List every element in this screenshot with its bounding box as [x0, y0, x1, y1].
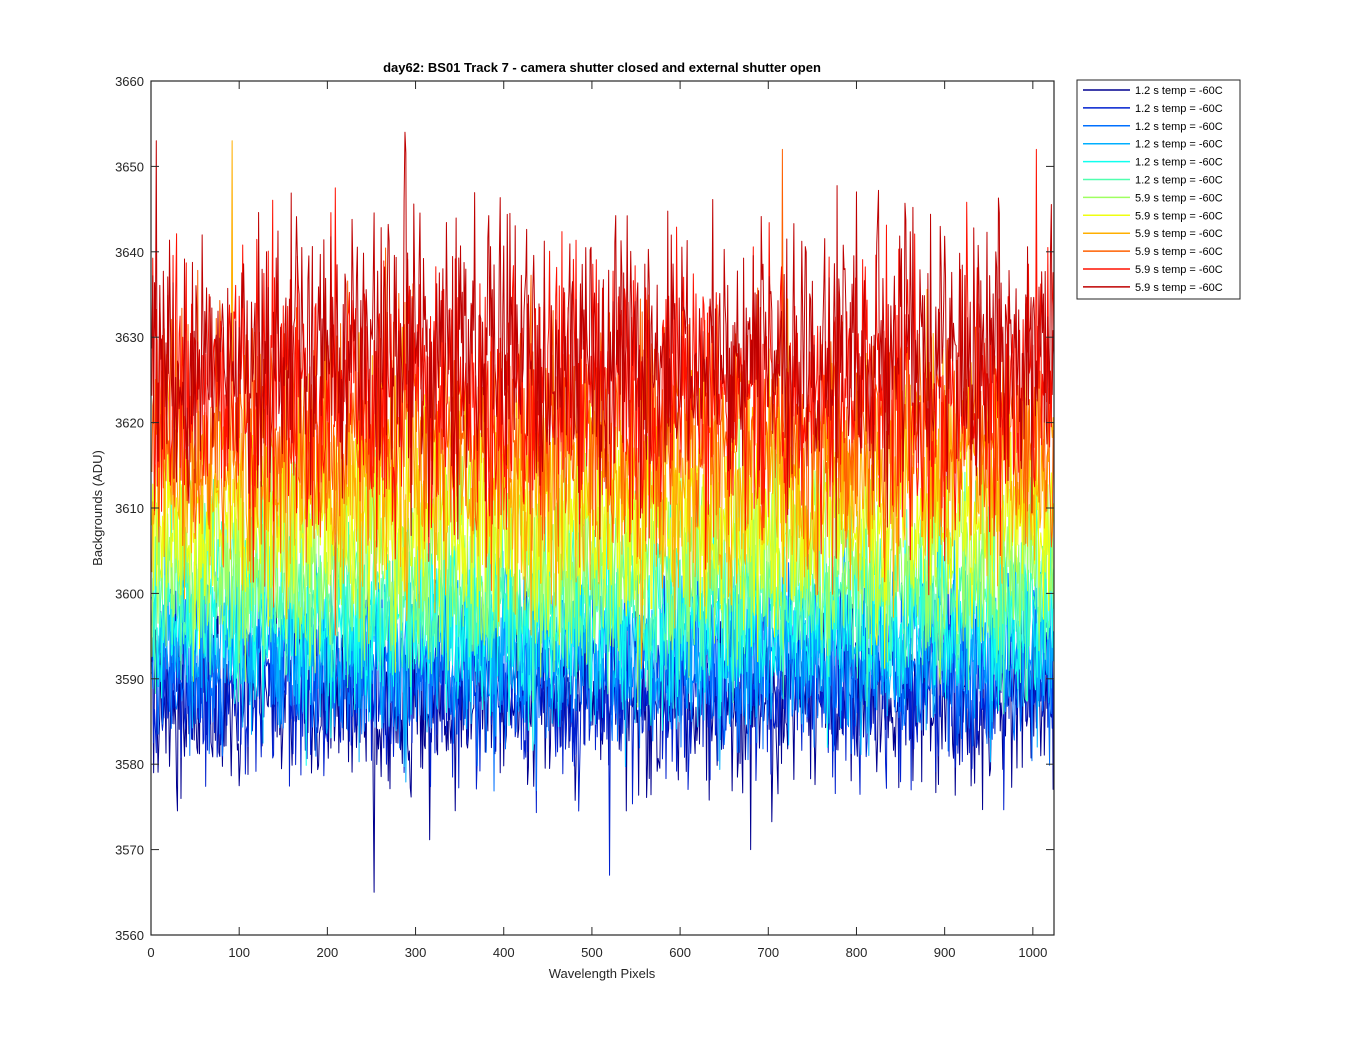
- chart-title: day62: BS01 Track 7 - camera shutter clo…: [383, 60, 821, 75]
- legend-label-10: 5.9 s temp = -60C: [1135, 246, 1223, 258]
- legend-label-1: 1.2 s temp = -60C: [1135, 85, 1223, 97]
- legend: 1.2 s temp = -60C 1.2 s temp = -60C 1.2 s …: [1076, 79, 1241, 300]
- y-tick-label: 3640: [115, 245, 144, 260]
- y-tick-label: 3620: [115, 416, 144, 431]
- x-tick-label: 0: [147, 945, 154, 960]
- series-layer: [151, 131, 1055, 893]
- y-tick-label: 3570: [115, 843, 144, 858]
- legend-label-12: 5.9 s temp = -60C: [1135, 282, 1223, 294]
- legend-label-4: 1.2 s temp = -60C: [1135, 139, 1223, 151]
- legend-label-8: 5.9 s temp = -60C: [1135, 210, 1223, 222]
- x-tick-label: 200: [317, 945, 339, 960]
- tick-layer: 0 100 200 300 400 500 600 700 800 900 1000 3560 3570…: [115, 74, 1054, 960]
- legend-box: [1076, 79, 1241, 300]
- x-tick-label: 900: [934, 945, 956, 960]
- x-tick-label: 100: [228, 945, 250, 960]
- series-line-7: [151, 416, 1055, 708]
- x-tick-label: 800: [846, 945, 868, 960]
- legend-label-7: 5.9 s temp = -60C: [1135, 192, 1223, 204]
- y-axis-label: Backgrounds (ADU): [90, 450, 105, 566]
- y-tick-label: 3600: [115, 586, 144, 601]
- x-axis-label: Wavelength Pixels: [549, 966, 656, 981]
- x-tick-label: 300: [405, 945, 427, 960]
- y-tick-label: 3590: [115, 672, 144, 687]
- x-tick-label: 400: [493, 945, 515, 960]
- x-tick-label: 600: [669, 945, 691, 960]
- x-tick-label: 1000: [1018, 945, 1047, 960]
- x-tick-label: 700: [757, 945, 779, 960]
- y-tick-label: 3660: [115, 74, 144, 89]
- legend-label-11: 5.9 s temp = -60C: [1135, 264, 1223, 276]
- series-line-12: [151, 131, 1055, 559]
- legend-label-6: 1.2 s temp = -60C: [1135, 175, 1223, 187]
- y-tick-label: 3650: [115, 159, 144, 174]
- y-tick-label: 3630: [115, 330, 144, 345]
- y-tick-label: 3560: [115, 928, 144, 943]
- legend-label-3: 1.2 s temp = -60C: [1135, 121, 1223, 133]
- x-tick-label: 500: [581, 945, 603, 960]
- legend-label-2: 1.2 s temp = -60C: [1135, 103, 1223, 115]
- legend-label-5: 1.2 s temp = -60C: [1135, 157, 1223, 169]
- y-tick-label: 3610: [115, 501, 144, 516]
- legend-items: 1.2 s temp = -60C 1.2 s temp = -60C 1.2 s …: [1083, 85, 1223, 294]
- legend-label-9: 5.9 s temp = -60C: [1135, 228, 1223, 240]
- series-line-5: [151, 476, 1055, 766]
- y-tick-label: 3580: [115, 757, 144, 772]
